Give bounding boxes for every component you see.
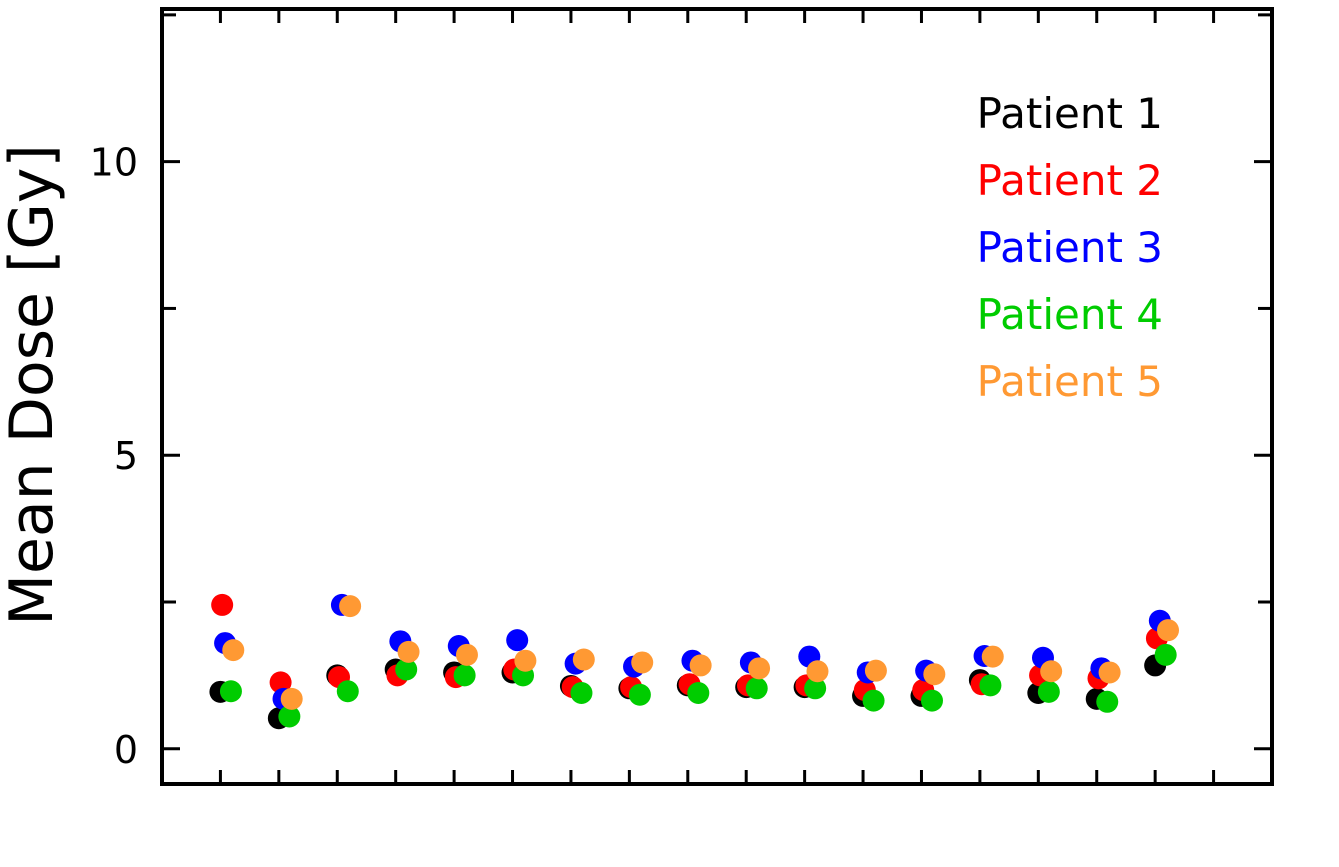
point-patient-2 (211, 593, 234, 616)
point-patient-5 (806, 660, 829, 683)
point-patient-4 (219, 680, 242, 703)
point-patient-5 (455, 643, 478, 666)
point-patient-5 (572, 648, 595, 671)
point-patient-5 (1157, 619, 1180, 642)
point-patient-4 (1154, 643, 1177, 666)
point-patient-4 (862, 689, 885, 712)
legend-entry-patient-1: Patient 1 (977, 89, 1163, 138)
y-tick-labels: 0 5 10 (90, 141, 138, 772)
point-patient-4 (1037, 680, 1060, 703)
point-patient-4 (395, 658, 418, 681)
legend-entry-patient-4: Patient 4 (977, 290, 1163, 339)
point-patient-5 (280, 687, 303, 710)
point-patient-5 (689, 654, 712, 677)
y-tick-label: 0 (114, 728, 138, 772)
point-patient-5 (339, 595, 362, 618)
point-patient-2 (269, 671, 292, 694)
point-patient-4 (1096, 690, 1119, 713)
point-patient-5 (631, 651, 654, 674)
point-patient-5 (864, 659, 887, 682)
y-tick-label: 5 (114, 434, 138, 478)
point-patient-5 (1098, 661, 1121, 684)
legend: Patient 1 Patient 2 Patient 3 Patient 4 Pati… (977, 89, 1163, 406)
legend-entry-patient-3: Patient 3 (977, 223, 1163, 272)
point-patient-3 (506, 629, 529, 652)
point-patient-5 (222, 639, 245, 662)
y-tick-label: 10 (90, 141, 138, 185)
y-axis-label: Mean Dose [Gy] (0, 144, 67, 626)
plot-frame (160, 7, 1274, 786)
point-patient-4 (979, 674, 1002, 697)
data-points (209, 593, 1180, 730)
point-patient-4 (745, 677, 768, 700)
point-patient-5 (748, 657, 771, 680)
point-patient-4 (336, 680, 359, 703)
point-patient-4 (278, 705, 301, 728)
point-patient-4 (804, 677, 827, 700)
point-patient-5 (981, 645, 1004, 668)
legend-entry-patient-2: Patient 2 (977, 156, 1163, 205)
point-patient-5 (1040, 660, 1063, 683)
point-patient-4 (453, 664, 476, 687)
point-patient-5 (923, 663, 946, 686)
legend-entry-patient-5: Patient 5 (977, 357, 1163, 406)
point-patient-4 (687, 681, 710, 704)
point-patient-4 (920, 689, 943, 712)
point-patient-4 (570, 681, 593, 704)
point-patient-5 (397, 640, 420, 663)
point-patient-4 (628, 683, 651, 706)
point-patient-5 (514, 649, 537, 672)
